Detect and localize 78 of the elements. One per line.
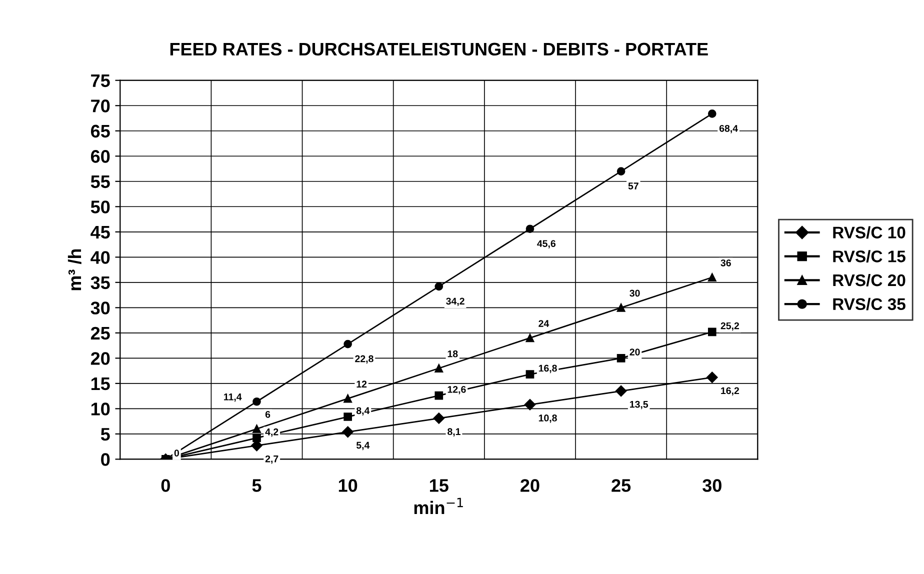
x-tick-label: 10: [338, 479, 358, 492]
data-label: 20: [630, 348, 640, 356]
data-label: 36: [720, 259, 731, 266]
y-tick-label: 40: [90, 251, 110, 264]
y-tick-label: 35: [90, 276, 110, 290]
point: [342, 426, 354, 438]
data-label: 68,4: [719, 124, 738, 134]
y-tick-label: 0: [101, 453, 110, 466]
y-axis-title: m³ /h: [68, 249, 82, 290]
data-label: 6: [265, 410, 270, 418]
point: [708, 328, 716, 336]
point: [524, 399, 536, 410]
point: [615, 385, 627, 397]
point: [526, 224, 534, 234]
y-tick-label: 10: [91, 402, 110, 416]
point: [252, 434, 261, 442]
data-label: 12,6: [448, 386, 466, 394]
y-tick-label: 25: [90, 326, 110, 340]
point: [252, 424, 261, 434]
point: [344, 340, 352, 348]
point: [616, 354, 626, 362]
point: [708, 110, 716, 118]
data-label: 8,1: [448, 428, 460, 436]
data-label: 30: [630, 290, 640, 297]
data-label: 18: [448, 350, 458, 358]
data-label: 45,6: [537, 240, 556, 248]
y-tick-label: 30: [90, 302, 110, 314]
point: [344, 412, 352, 421]
data-label: 4,2: [265, 428, 278, 437]
legend-label: RVS/C 20: [833, 274, 906, 286]
x-tick-label: 30: [702, 479, 722, 492]
data-label: 16,8: [538, 364, 557, 374]
data-label: 12: [356, 380, 367, 388]
x-axis-title: min$^{−1}$: [414, 498, 463, 514]
point: [433, 412, 445, 424]
data-label: 8,4: [356, 407, 370, 416]
point: [708, 273, 716, 282]
point: [434, 364, 444, 372]
data-label: 22,8: [355, 355, 374, 364]
point: [434, 391, 444, 400]
y-tick-label: 50: [90, 200, 110, 214]
data-label: 2,7: [265, 455, 278, 464]
y-tick-label: 60: [90, 150, 110, 163]
y-tick-label: 55: [90, 176, 110, 188]
data-label: 16,2: [721, 387, 740, 396]
data-label: 5,4: [356, 442, 370, 450]
y-tick-label: 45: [90, 226, 110, 239]
data-label: 25,2: [720, 322, 740, 331]
y-tick-label: 65: [90, 124, 110, 138]
x-tick-label: 20: [520, 479, 540, 492]
chart-title: FEED RATES - DURCHSATELEISTUNGEN - DEBITS - PORTATE: [170, 42, 708, 56]
x-tick-label: 25: [612, 479, 631, 492]
data-label: 13,5: [630, 400, 648, 410]
point: [434, 282, 444, 291]
point: [252, 397, 261, 406]
x-tick-label: 5: [252, 479, 262, 492]
y-tick-label: 75: [91, 74, 110, 88]
point: [706, 372, 718, 383]
y-tick-label: 5: [100, 428, 110, 441]
point: [616, 167, 626, 176]
data-label: 11,4: [224, 394, 242, 402]
legend-label: RVS/C 35: [833, 298, 906, 310]
y-tick-label: 20: [90, 352, 110, 365]
data-label: 34,2: [446, 298, 464, 306]
legend-label: RVS/C 15: [833, 250, 906, 262]
data-label: 57: [628, 182, 638, 190]
legend-label: RVS/C 10: [833, 226, 906, 239]
y-tick-label: 70: [91, 100, 110, 112]
point: [526, 370, 534, 379]
y-tick-label: 15: [91, 378, 110, 390]
point: [526, 334, 534, 342]
data-label: 24: [538, 320, 550, 327]
x-tick-label: 15: [430, 479, 448, 492]
x-tick-label: 0: [161, 479, 170, 492]
data-label: 10,8: [538, 414, 557, 423]
point: [616, 303, 626, 312]
data-label: 0: [174, 450, 179, 457]
point: [344, 394, 352, 403]
